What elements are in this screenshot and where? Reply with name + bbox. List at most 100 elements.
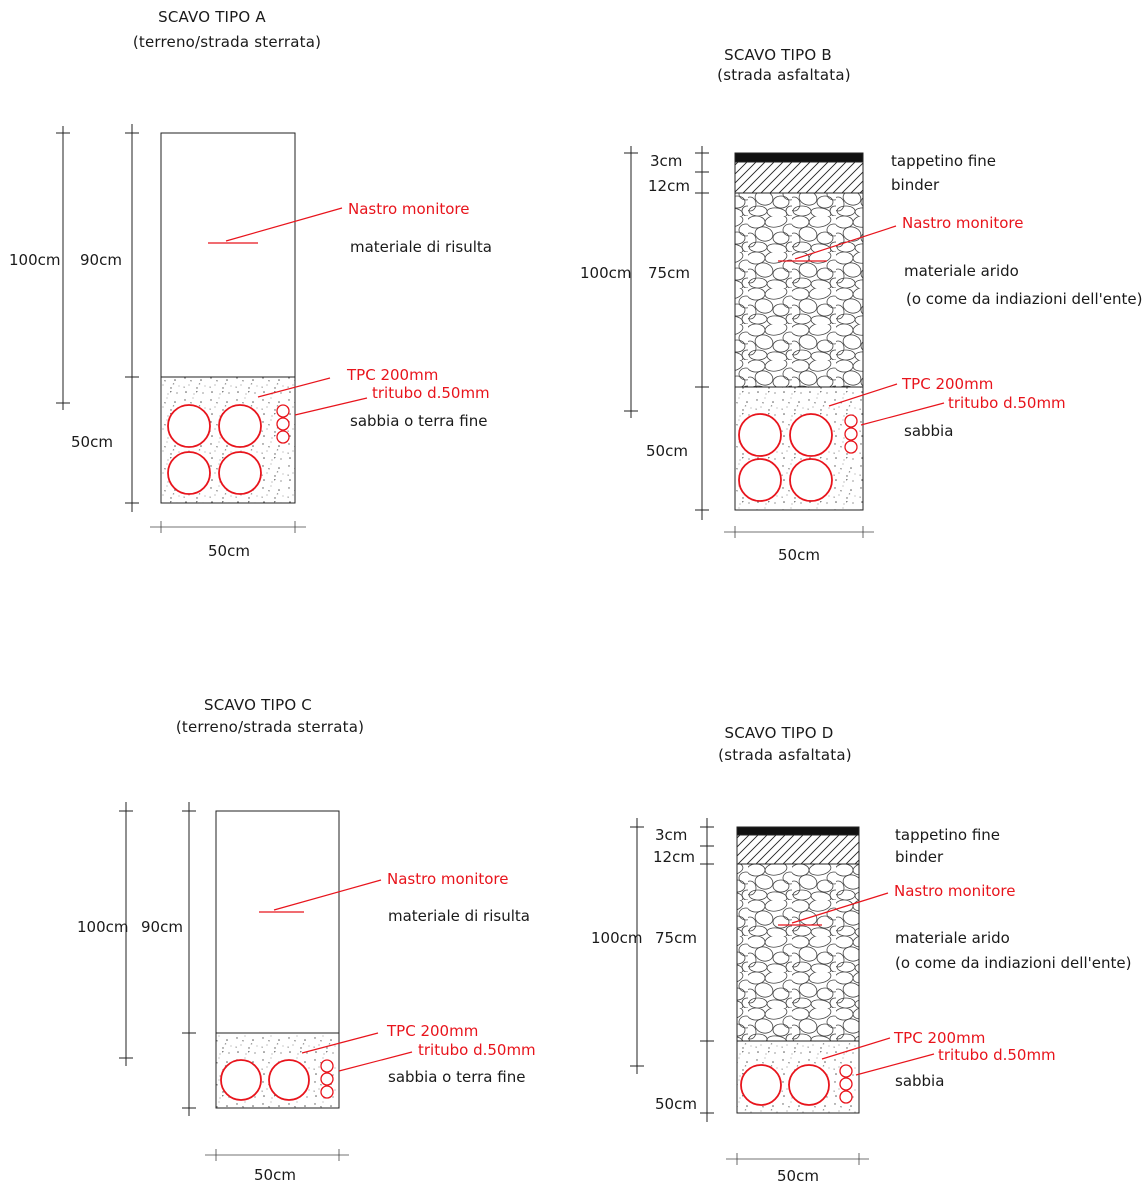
section-b-title: SCAVO TIPO B xyxy=(724,46,832,64)
section-c-tpc-leader xyxy=(301,1032,379,1054)
section-c-dim-width-label: 50cm xyxy=(254,1166,296,1184)
section-d-dim-upper xyxy=(700,818,714,1122)
section-b-dim-lower-label: 50cm xyxy=(646,442,688,460)
section-b-dim-total xyxy=(624,146,638,418)
section-b-dim-upper xyxy=(695,146,709,520)
section-b-tritubo-label: tritubo d.50mm xyxy=(948,394,1066,412)
section-a-dim-width xyxy=(150,521,306,533)
section-b-nastro-leader xyxy=(778,225,897,262)
section-b-tritubo-leader xyxy=(860,402,945,426)
section-b-dim-3-label: 3cm xyxy=(650,152,682,170)
section-b-lower-material: sabbia xyxy=(904,422,953,440)
section-d-pipes xyxy=(740,1064,853,1106)
section-c-dim-total-label: 100cm xyxy=(77,918,129,936)
section-d-upper-note: (o come da indiazioni dell'ente) xyxy=(895,954,1131,972)
tpc-pipe-icon xyxy=(167,404,211,448)
section-a-tpc-label: TPC 200mm xyxy=(346,366,438,384)
section-b-trench xyxy=(734,152,864,511)
tritubo-icon xyxy=(839,1077,853,1091)
section-a-title: SCAVO TIPO A xyxy=(158,8,266,26)
section-d-tappetino-label: tappetino fine xyxy=(895,826,1000,844)
section-d-trench xyxy=(736,826,860,1114)
tritubo-icon xyxy=(320,1059,334,1073)
section-c-dim-width xyxy=(205,1149,349,1161)
section-c-lower-material: sabbia o terra fine xyxy=(388,1068,525,1086)
tpc-pipe-icon xyxy=(740,1064,782,1106)
tritubo-icon xyxy=(276,417,290,431)
section-b-upper-note: (o come da indiazioni dell'ente) xyxy=(906,290,1142,308)
section-a-subtitle: (terreno/strada sterrata) xyxy=(133,33,321,51)
section-b-dim-upper-label: 75cm xyxy=(648,264,690,282)
section-d-upper-material: materiale arido xyxy=(895,929,1010,947)
section-d-lower-material: sabbia xyxy=(895,1072,944,1090)
tpc-pipe-icon xyxy=(789,458,833,502)
section-c-title: SCAVO TIPO C xyxy=(204,696,312,714)
section-a-dim-lower-label: 50cm xyxy=(71,433,113,451)
tpc-pipe-icon xyxy=(218,451,262,495)
section-b-dim-total-label: 100cm xyxy=(580,264,632,282)
section-c-upper-material: materiale di risulta xyxy=(388,907,530,925)
section-c-dim-upper xyxy=(182,802,196,1116)
section-c-tritubo-label: tritubo d.50mm xyxy=(418,1041,536,1059)
tritubo-icon xyxy=(276,404,290,418)
tpc-pipe-icon xyxy=(738,458,782,502)
section-d-subtitle: (strada asfaltata) xyxy=(718,746,852,764)
tpc-pipe-icon xyxy=(220,1059,262,1101)
section-c-dim-total xyxy=(119,802,133,1066)
tpc-pipe-icon xyxy=(789,413,833,457)
section-c-tpc-label: TPC 200mm xyxy=(386,1022,478,1040)
section-c-tritubo-leader xyxy=(338,1051,413,1072)
section-d-tritubo-leader xyxy=(855,1053,935,1076)
tritubo-icon xyxy=(844,414,858,428)
section-d-nastro-label: Nastro monitore xyxy=(894,882,1015,900)
section-a-dim-total xyxy=(56,126,70,410)
section-a-dim-upper-label: 90cm xyxy=(80,251,122,269)
section-d-dim-12-label: 12cm xyxy=(653,848,695,866)
tpc-pipe-icon xyxy=(167,451,211,495)
section-d-binder xyxy=(737,835,859,864)
section-a-dim-width-label: 50cm xyxy=(208,542,250,560)
tpc-pipe-icon xyxy=(738,413,782,457)
section-b-tpc-label: TPC 200mm xyxy=(901,375,993,393)
section-a-dim-total-label: 100cm xyxy=(9,251,61,269)
tritubo-icon xyxy=(320,1085,334,1099)
section-d-title: SCAVO TIPO D xyxy=(724,724,833,742)
section-b-tappetino-label: tappetino fine xyxy=(891,152,996,170)
section-b-tpc-leader xyxy=(828,383,898,407)
section-c-pipes xyxy=(220,1059,334,1101)
section-b-subtitle: (strada asfaltata) xyxy=(717,66,851,84)
section-b-nastro-label: Nastro monitore xyxy=(902,214,1023,232)
section-c-subtitle: (terreno/strada sterrata) xyxy=(176,718,364,736)
tritubo-icon xyxy=(844,440,858,454)
section-d-tritubo-label: tritubo d.50mm xyxy=(938,1046,1056,1064)
section-a-trench xyxy=(160,132,296,504)
section-a-nastro-label: Nastro monitore xyxy=(348,200,469,218)
section-c-nastro-leader xyxy=(259,879,382,913)
section-a-tritubo-leader xyxy=(294,397,368,416)
section-a-dim-upper xyxy=(125,124,139,512)
tritubo-icon xyxy=(320,1072,334,1086)
section-c-nastro-label: Nastro monitore xyxy=(387,870,508,888)
section-d-dim-total xyxy=(630,818,644,1074)
section-b-gravel xyxy=(735,193,863,387)
section-d-dim-width xyxy=(726,1153,869,1165)
section-d-dim-width-label: 50cm xyxy=(777,1167,819,1184)
section-d-asphalt xyxy=(737,827,859,835)
section-a-nastro-leader xyxy=(208,207,343,244)
section-a-tritubo-label: tritubo d.50mm xyxy=(372,384,490,402)
section-a: SCAVO TIPO A (terreno/strada sterrata) 1… xyxy=(9,8,492,560)
section-c-dim-upper-label: 90cm xyxy=(141,918,183,936)
section-d-dim-lower-label: 50cm xyxy=(655,1095,697,1113)
tpc-pipe-icon xyxy=(268,1059,310,1101)
section-b-asphalt xyxy=(735,153,863,162)
section-d-dim-total-label: 100cm xyxy=(591,929,643,947)
section-d-binder-label: binder xyxy=(895,848,944,866)
section-c: SCAVO TIPO C (terreno/strada sterrata) 1… xyxy=(77,696,536,1184)
section-a-upper-material: materiale di risulta xyxy=(350,238,492,256)
tritubo-icon xyxy=(839,1090,853,1104)
tritubo-icon xyxy=(844,427,858,441)
tpc-pipe-icon xyxy=(788,1064,830,1106)
section-a-lower-material: sabbia o terra fine xyxy=(350,412,487,430)
section-b-binder-label: binder xyxy=(891,176,940,194)
